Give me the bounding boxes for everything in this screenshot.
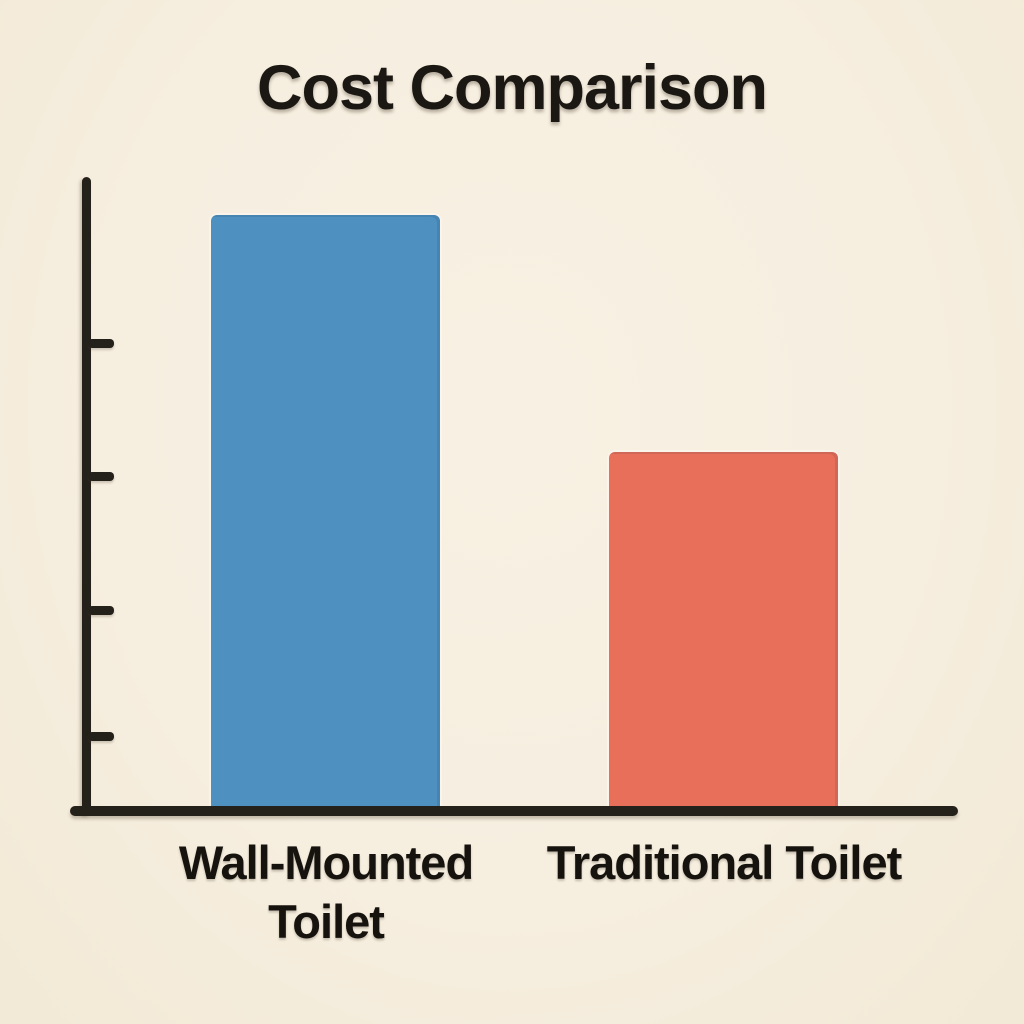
y-axis-tick — [88, 732, 114, 741]
category-label-traditional-toilet: Traditional Toilet — [546, 836, 903, 889]
bar-traditional-toilet — [609, 451, 838, 806]
y-axis-line — [82, 177, 91, 815]
plot-area — [90, 180, 956, 806]
y-axis-tick — [88, 606, 114, 615]
chart-title: Cost Comparison — [256, 53, 768, 123]
y-axis-tick — [88, 472, 114, 481]
y-axis-tick — [88, 339, 114, 348]
category-label-wall-mounted-toilet: Wall-Mounted Toilet — [178, 836, 474, 949]
bar-wall-mounted-toilet — [211, 215, 440, 806]
x-axis-line — [70, 806, 958, 816]
